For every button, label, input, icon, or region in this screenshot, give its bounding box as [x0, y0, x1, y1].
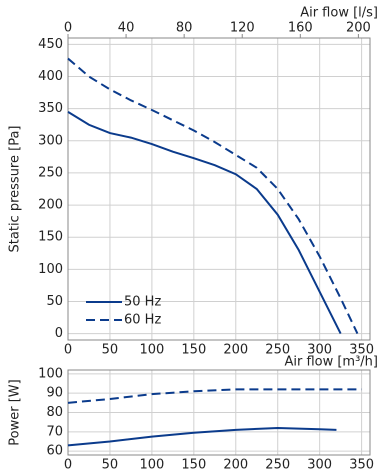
y-axis-label: Power [W] [8, 379, 23, 445]
legend-label: 50 Hz [124, 295, 161, 310]
x-tick-label: 150 [181, 343, 206, 358]
y-tick-label: 200 [38, 198, 63, 213]
plot-frame [67, 37, 371, 341]
x-tick-label: 150 [181, 458, 206, 473]
x-tick-label: 300 [307, 458, 332, 473]
y-tick-label: 100 [38, 366, 63, 381]
x2-tick-label: 40 [118, 21, 135, 36]
x2-tick-label: 160 [288, 21, 313, 36]
x-tick-label: 0 [64, 458, 72, 473]
x-tick-label: 350 [349, 458, 374, 473]
x-tick-label: 200 [223, 458, 248, 473]
series-line [67, 388, 362, 404]
x2-tick-label: 120 [230, 21, 255, 36]
x-tick-label: 350 [349, 343, 374, 358]
y-tick-label: 60 [46, 444, 63, 459]
x2-tick-label: 200 [346, 21, 371, 36]
y-tick-label: 150 [38, 230, 63, 245]
x2-tick-label: 80 [176, 21, 193, 36]
x-tick-label: 100 [139, 458, 164, 473]
x-tick-label: 50 [102, 343, 119, 358]
plot-frame [67, 369, 371, 456]
x-tick-label: 0 [64, 343, 72, 358]
x-tick-label: 200 [223, 343, 248, 358]
y-tick-label: 400 [38, 69, 63, 84]
x-tick-label: 250 [265, 458, 290, 473]
y-tick-label: 50 [46, 294, 63, 309]
x-tick-label: 50 [102, 458, 119, 473]
series-line [67, 111, 342, 335]
y-tick-label: 300 [38, 133, 63, 148]
x-tick-label: 250 [265, 343, 290, 358]
y-tick-label: 80 [46, 405, 63, 420]
x-tick-label: 300 [307, 343, 332, 358]
y-tick-label: 450 [38, 37, 63, 52]
y-tick-label: 350 [38, 101, 63, 116]
y-tick-label: 0 [55, 326, 63, 341]
x2-axis-label: Air flow [l/s] [300, 6, 378, 21]
x-axis-label: Air flow [m³/h] [284, 355, 378, 370]
y-axis-label: Static pressure [Pa] [8, 126, 23, 253]
legend-label: 60 Hz [124, 313, 161, 328]
y-tick-label: 70 [46, 424, 63, 439]
x2-tick-label: 0 [64, 21, 72, 36]
x-tick-label: 100 [139, 343, 164, 358]
y-tick-label: 100 [38, 262, 63, 277]
series-line [67, 57, 359, 335]
y-tick-label: 90 [46, 386, 63, 401]
y-tick-label: 250 [38, 165, 63, 180]
series-line [67, 426, 337, 447]
